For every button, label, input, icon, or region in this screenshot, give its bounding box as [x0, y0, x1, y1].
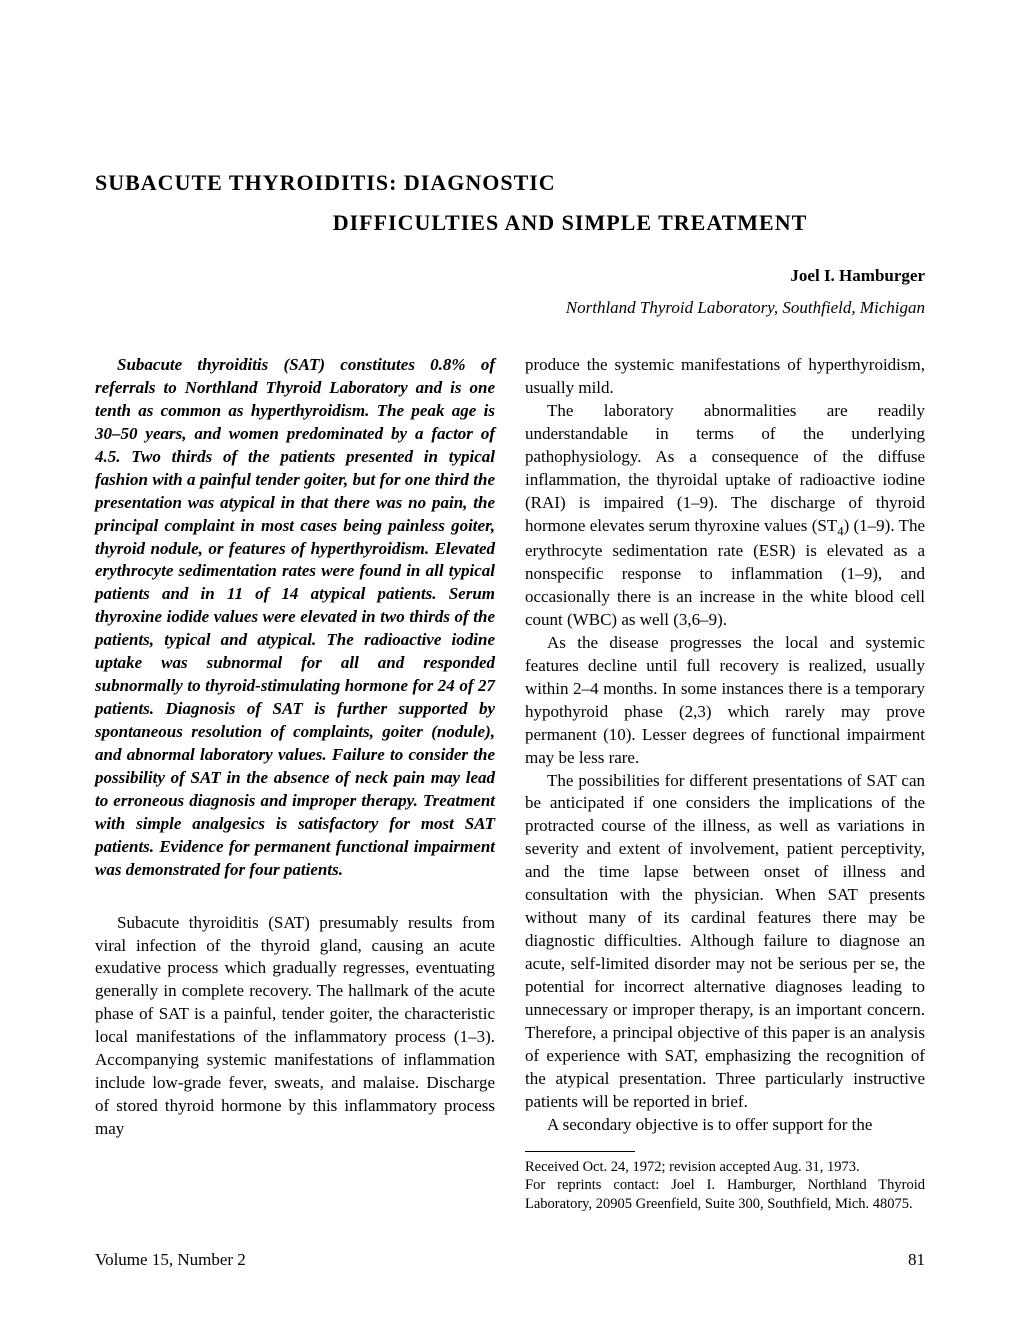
footnote-rule — [525, 1151, 635, 1152]
right-p3-text: As the disease progresses the local and … — [525, 633, 925, 767]
right-p2a: The laboratory abnormalities are readily… — [525, 401, 925, 535]
right-p5-text: A secondary objective is to offer suppor… — [547, 1115, 872, 1134]
right-p5: A secondary objective is to offer suppor… — [525, 1114, 925, 1137]
volume-info: Volume 15, Number 2 — [95, 1250, 246, 1270]
footnote-reprints-text: For reprints contact: Joel I. Hamburger,… — [525, 1177, 925, 1212]
left-body-para: Subacute thyroiditis (SAT) presumably re… — [95, 912, 495, 1141]
abstract: Subacute thyroiditis (SAT) constitutes 0… — [95, 354, 495, 882]
page-number: 81 — [908, 1250, 925, 1270]
right-p4: The possibilities for different presenta… — [525, 770, 925, 1114]
title-line-1: SUBACUTE THYROIDITIS: DIAGNOSTIC — [95, 170, 925, 196]
author: Joel I. Hamburger — [95, 266, 925, 286]
affiliation: Northland Thyroid Laboratory, Southfield… — [95, 298, 925, 318]
abstract-text: Subacute thyroiditis (SAT) constitutes 0… — [95, 355, 495, 879]
footnote-received-text: Received Oct. 24, 1972; revision accepte… — [525, 1159, 860, 1175]
left-body-text: Subacute thyroiditis (SAT) presumably re… — [95, 913, 495, 1138]
title-line-2: DIFFICULTIES AND SIMPLE TREATMENT — [95, 210, 925, 236]
right-p2: The laboratory abnormalities are readily… — [525, 400, 925, 632]
right-p1: produce the systemic manifestations of h… — [525, 354, 925, 400]
footnote-reprints: For reprints contact: Joel I. Hamburger,… — [525, 1176, 925, 1214]
right-column: produce the systemic manifestations of h… — [525, 354, 925, 1214]
two-column-layout: Subacute thyroiditis (SAT) constitutes 0… — [95, 354, 925, 1214]
right-p1-text: produce the systemic manifestations of h… — [525, 355, 925, 397]
footnote-received: Received Oct. 24, 1972; revision accepte… — [525, 1158, 925, 1177]
page-footer: Volume 15, Number 2 81 — [95, 1250, 925, 1270]
left-column: Subacute thyroiditis (SAT) constitutes 0… — [95, 354, 495, 1214]
right-p4-text: The possibilities for different presenta… — [525, 771, 925, 1111]
right-p3: As the disease progresses the local and … — [525, 632, 925, 770]
title-block: SUBACUTE THYROIDITIS: DIAGNOSTIC DIFFICU… — [95, 170, 925, 236]
